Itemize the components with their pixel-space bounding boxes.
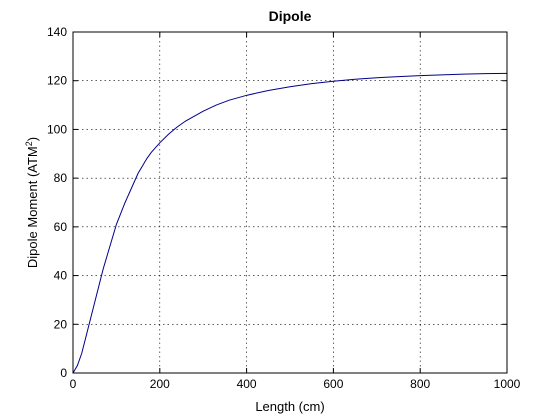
- y-tick-labels: 0 20 40 60 80 100 120 140: [47, 25, 67, 380]
- plot-border: [72, 31, 508, 374]
- y-tick-label: 20: [54, 317, 68, 331]
- x-tick-label: 800: [410, 377, 430, 391]
- y-tick-label: 80: [54, 171, 68, 185]
- y-axis-title-superscript: 2: [24, 141, 34, 146]
- chart-title: Dipole: [269, 8, 312, 24]
- x-tick-label: 600: [323, 377, 343, 391]
- series-line: [72, 72, 508, 374]
- y-axis-title: Dipole Moment (ATM2): [24, 137, 40, 268]
- plot-area: [72, 31, 508, 374]
- y-tick-label: 0: [60, 366, 67, 380]
- x-tick-label: 200: [150, 377, 170, 391]
- y-tick-label: 40: [54, 269, 68, 283]
- x-tick-label: 400: [237, 377, 257, 391]
- y-axis-title-main: Dipole Moment (ATM: [25, 146, 40, 268]
- y-tick-label: 140: [47, 25, 67, 39]
- y-tick-label: 120: [47, 74, 67, 88]
- y-axis-title-close: ): [25, 137, 40, 141]
- x-axis-title: Length (cm): [255, 399, 324, 414]
- x-tick-label: 1000: [494, 377, 521, 391]
- series-layer: [72, 72, 508, 374]
- x-tick-labels: 0 200 400 600 800 1000: [70, 377, 521, 391]
- y-tick-label: 100: [47, 122, 67, 136]
- y-tick-label: 60: [54, 220, 68, 234]
- grid-lines: [73, 32, 507, 373]
- x-tick-label: 0: [70, 377, 77, 391]
